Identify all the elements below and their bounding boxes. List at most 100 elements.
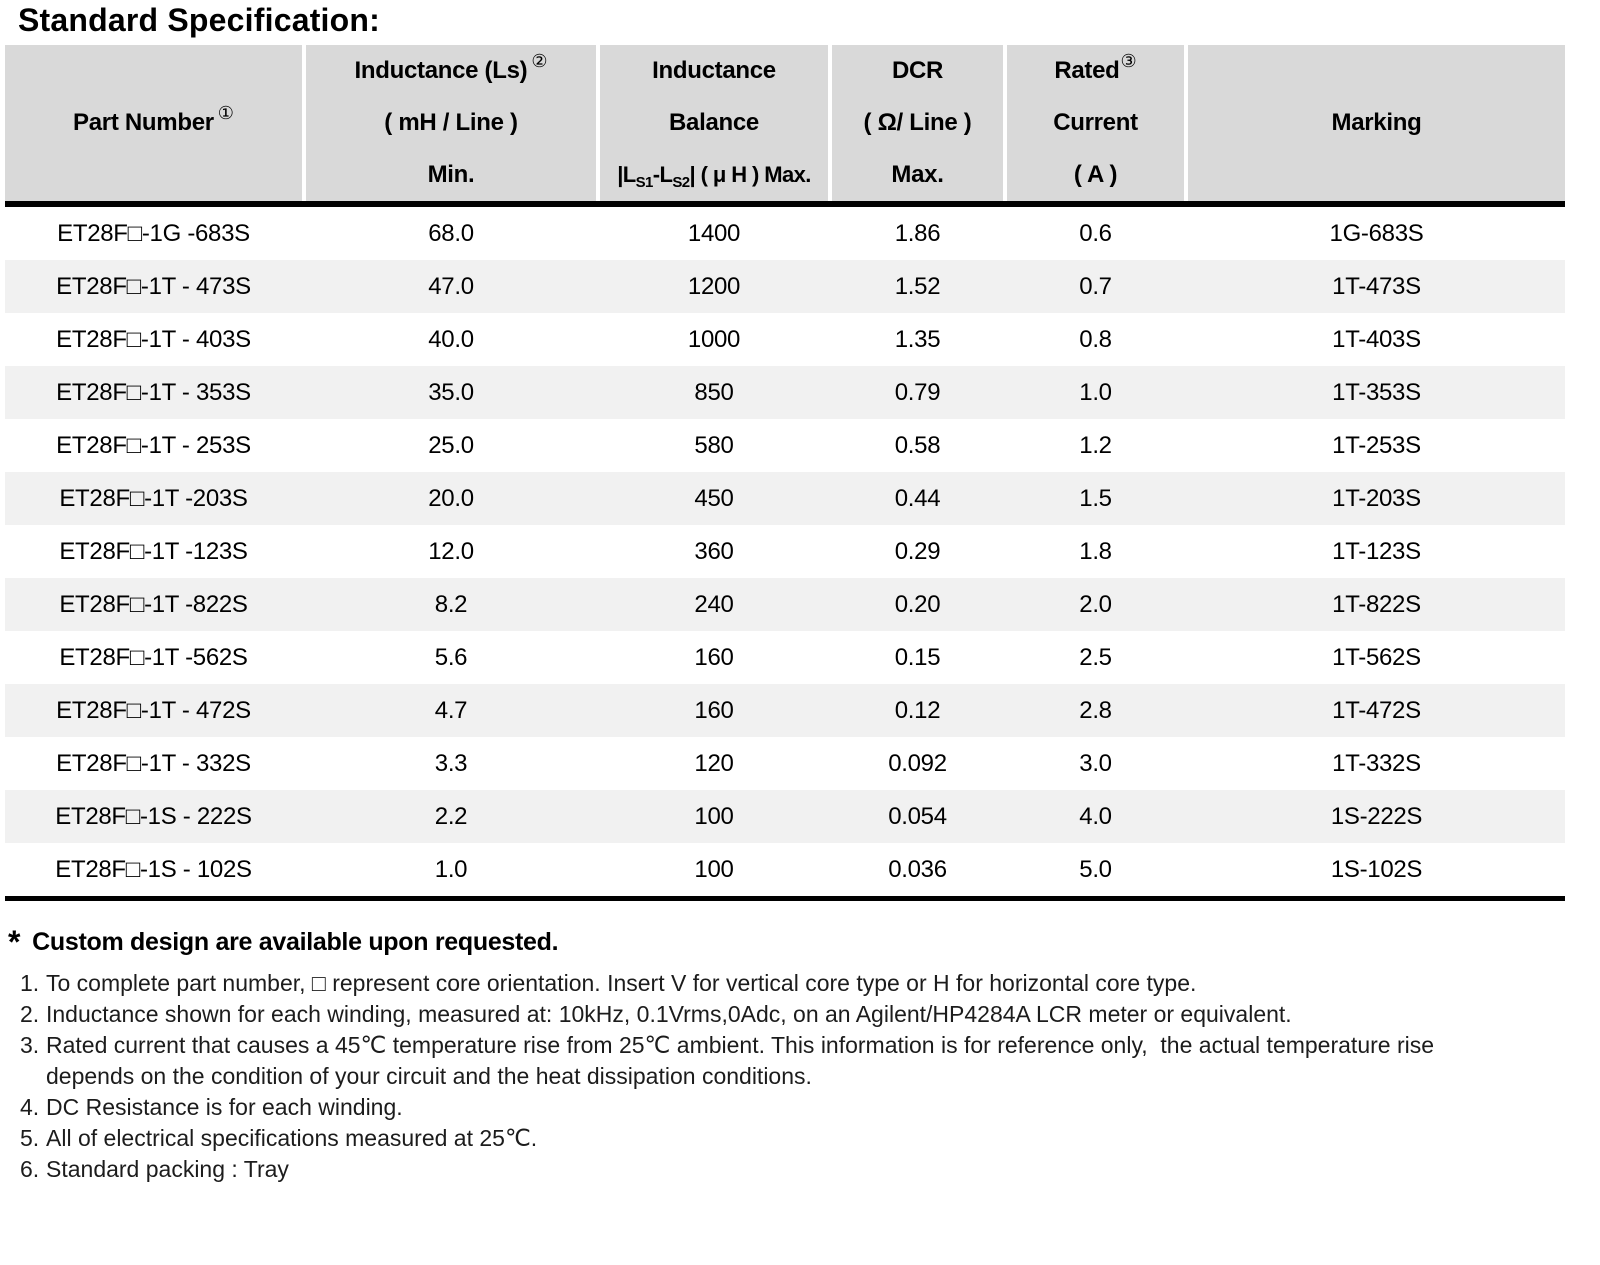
col-header-dcr: DCR ( Ω/ Line ) Max. — [832, 45, 1003, 201]
table-row: ET28F□-1S - 102S 1.0 100 0.036 5.0 1S-102S — [5, 843, 1565, 896]
cell-inductance-min: 1.0 — [434, 855, 468, 883]
cell-part-number: ET28F□-1T -123S — [59, 537, 248, 565]
note-number: 4. — [20, 1094, 40, 1120]
note-number: 3. — [20, 1032, 40, 1058]
footnote-ref-1: ① — [217, 103, 234, 123]
cell-dcr-max: 0.15 — [894, 643, 941, 671]
cell-part-number: ET28F□-1S - 102S — [55, 855, 252, 883]
balance-header-line1: Inductance — [652, 57, 776, 84]
cell-part-number: ET28F□-1T - 253S — [56, 431, 251, 459]
col-header-part-number: Part Number ① — [5, 45, 302, 201]
cell-inductance-min: 40.0 — [428, 325, 474, 353]
cell-rated-current: 4.0 — [1079, 802, 1112, 830]
cell-marking: 1T-123S — [1332, 537, 1421, 565]
cell-dcr-max: 1.86 — [894, 219, 941, 247]
cell-dcr-max: 0.036 — [888, 855, 947, 883]
table-row: ET28F□-1T -123S 12.0 360 0.29 1.8 1T-123S — [5, 525, 1565, 578]
cell-part-number: ET28F□-1T - 473S — [56, 272, 251, 300]
cell-balance-max: 120 — [694, 749, 734, 777]
cell-rated-current: 2.5 — [1079, 643, 1112, 671]
cell-rated-current: 1.5 — [1079, 484, 1112, 512]
spec-table-body: ET28F□-1G -683S 68.0 1400 1.86 0.6 1G-683S ET2… — [5, 207, 1565, 901]
cell-marking: 1S-222S — [1330, 802, 1423, 830]
rated-header-line3: ( A ) — [1073, 161, 1118, 188]
inductance-header-line3: Min. — [427, 161, 475, 188]
cell-rated-current: 5.0 — [1079, 855, 1112, 883]
cell-balance-max: 1200 — [687, 272, 741, 300]
spec-table: Part Number ① Inductance (Ls) ② ( mH / Lin… — [5, 45, 1565, 901]
cell-part-number: ET28F□-1T - 332S — [56, 749, 251, 777]
cell-inductance-min: 3.3 — [434, 749, 468, 777]
cell-part-number: ET28F□-1T - 472S — [56, 696, 251, 724]
custom-design-note: * Custom design are available upon reque… — [8, 926, 559, 960]
cell-balance-max: 580 — [694, 431, 734, 459]
table-row: ET28F□-1T - 403S 40.0 1000 1.35 0.8 1T-403S — [5, 313, 1565, 366]
note-text: DC Resistance is for each winding. — [46, 1094, 403, 1120]
footnote-ref-3: ③ — [1120, 51, 1137, 71]
cell-rated-current: 2.8 — [1079, 696, 1112, 724]
cell-balance-max: 850 — [694, 378, 734, 406]
cell-inductance-min: 12.0 — [428, 537, 474, 565]
note-number: 6. — [20, 1156, 40, 1182]
table-row: ET28F□-1T - 253S 25.0 580 0.58 1.2 1T-253S — [5, 419, 1565, 472]
cell-rated-current: 0.6 — [1079, 219, 1112, 247]
cell-rated-current: 1.8 — [1079, 537, 1112, 565]
cell-marking: 1S-102S — [1330, 855, 1423, 883]
cell-balance-max: 450 — [694, 484, 734, 512]
cell-inductance-min: 25.0 — [428, 431, 474, 459]
table-row: ET28F□-1S - 222S 2.2 100 0.054 4.0 1S-222S — [5, 790, 1565, 843]
note-number: 5. — [20, 1125, 40, 1151]
col-header-rated-current: Rated③ Current ( A ) — [1007, 45, 1184, 201]
note-text: To complete part number, □ represent cor… — [46, 970, 1197, 996]
cell-rated-current: 1.0 — [1079, 378, 1112, 406]
cell-part-number: ET28F□-1T -203S — [59, 484, 248, 512]
cell-marking: 1T-203S — [1332, 484, 1421, 512]
cell-balance-max: 100 — [694, 802, 734, 830]
table-row: ET28F□-1G -683S 68.0 1400 1.86 0.6 1G-683S — [5, 207, 1565, 260]
cell-marking: 1T-253S — [1332, 431, 1421, 459]
cell-dcr-max: 0.79 — [894, 378, 941, 406]
cell-balance-max: 160 — [694, 643, 734, 671]
table-row: ET28F□-1T -203S 20.0 450 0.44 1.5 1T-203S — [5, 472, 1565, 525]
custom-design-note-text: Custom design are available upon request… — [32, 928, 559, 956]
cell-part-number: ET28F□-1G -683S — [57, 219, 250, 247]
col-header-inductance: Inductance (Ls) ② ( mH / Line ) Min. — [306, 45, 596, 201]
cell-dcr-max: 0.20 — [894, 590, 941, 618]
cell-dcr-max: 0.29 — [894, 537, 941, 565]
cell-balance-max: 240 — [694, 590, 734, 618]
notes-list: 1. To complete part number, □ represent c… — [20, 968, 1568, 1185]
cell-marking: 1G-683S — [1329, 219, 1424, 247]
page-title: Standard Specification: — [18, 2, 380, 38]
note-text: Inductance shown for each winding, measu… — [46, 1001, 1292, 1027]
note-number: 1. — [20, 970, 40, 996]
note-item: 1. To complete part number, □ represent c… — [20, 968, 1568, 999]
cell-dcr-max: 1.35 — [894, 325, 941, 353]
cell-part-number: ET28F□-1S - 222S — [55, 802, 252, 830]
balance-header-formula: |LS1-LS2| ( μ H ) Max. — [617, 162, 811, 191]
cell-inductance-min: 8.2 — [434, 590, 468, 618]
note-item: 3. Rated current that causes a 45℃ temper… — [20, 1030, 1568, 1092]
table-row: ET28F□-1T - 353S 35.0 850 0.79 1.0 1T-353S — [5, 366, 1565, 419]
cell-marking: 1T-332S — [1332, 749, 1421, 777]
cell-rated-current: 0.7 — [1079, 272, 1112, 300]
dcr-header-line2: ( Ω/ Line ) — [863, 109, 972, 136]
cell-marking: 1T-562S — [1332, 643, 1421, 671]
cell-balance-max: 160 — [694, 696, 734, 724]
footnote-ref-2: ② — [531, 51, 548, 71]
cell-inductance-min: 35.0 — [428, 378, 474, 406]
cell-rated-current: 3.0 — [1079, 749, 1112, 777]
note-text: Rated current that causes a 45℃ temperat… — [46, 1032, 1435, 1089]
cell-inductance-min: 20.0 — [428, 484, 474, 512]
cell-rated-current: 2.0 — [1079, 590, 1112, 618]
note-text: Standard packing : Tray — [46, 1156, 289, 1182]
cell-dcr-max: 0.12 — [894, 696, 941, 724]
cell-marking: 1T-472S — [1332, 696, 1421, 724]
cell-rated-current: 0.8 — [1079, 325, 1112, 353]
part-number-header-label: Part Number ① — [73, 103, 234, 136]
cell-dcr-max: 0.58 — [894, 431, 941, 459]
note-item: 5. All of electrical specifications measu… — [20, 1123, 1568, 1154]
rated-header-line1: Rated③ — [1054, 51, 1137, 84]
cell-inductance-min: 2.2 — [434, 802, 468, 830]
cell-part-number: ET28F□-1T -562S — [59, 643, 248, 671]
